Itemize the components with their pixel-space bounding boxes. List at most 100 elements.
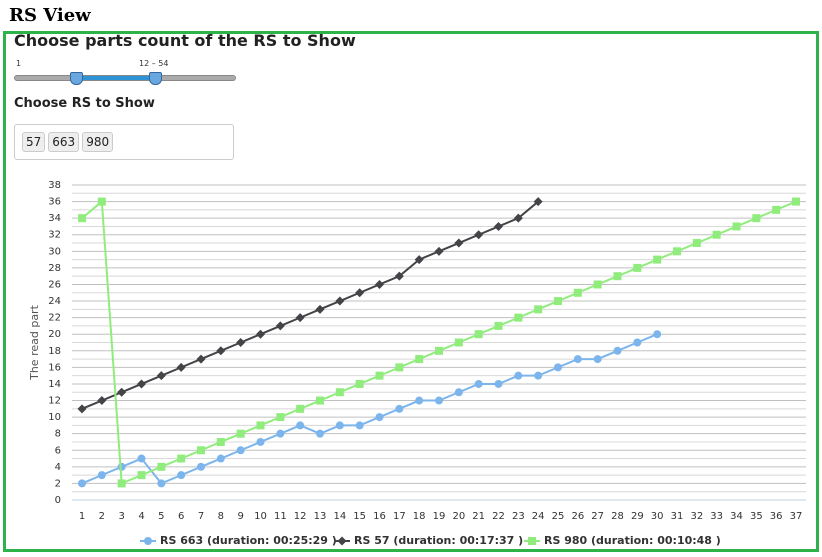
y-tick-label: 32: [48, 230, 61, 241]
y-tick-label: 26: [48, 279, 61, 290]
point: [633, 263, 642, 272]
y-tick-label: 0: [55, 495, 61, 506]
point: [197, 446, 205, 455]
point: [534, 371, 543, 380]
x-tick-label: 33: [710, 511, 723, 522]
point: [593, 280, 602, 289]
point: [454, 238, 464, 248]
x-tick-label: 8: [218, 511, 224, 522]
panel: [3, 31, 819, 552]
point: [653, 330, 662, 339]
point: [97, 471, 106, 480]
point: [494, 221, 503, 231]
y-tick-label: 6: [55, 445, 61, 456]
point: [316, 396, 324, 405]
point: [394, 271, 404, 281]
slider-range-label: 12 – 54: [139, 59, 169, 68]
point: [494, 321, 503, 330]
x-tick-label: 5: [158, 511, 164, 522]
range-slider[interactable]: [14, 72, 236, 85]
x-tick-label: 1: [79, 511, 85, 522]
x-tick-label: 32: [690, 511, 703, 522]
tag[interactable]: 663: [48, 132, 80, 152]
point: [435, 396, 443, 405]
point: [573, 355, 582, 364]
x-tick-label: 29: [631, 511, 644, 522]
point: [514, 313, 523, 322]
point: [236, 338, 246, 347]
x-tick-label: 16: [373, 511, 386, 522]
x-tick-label: 14: [333, 511, 346, 522]
point: [355, 421, 364, 430]
y-tick-label: 28: [48, 263, 61, 274]
point: [513, 213, 523, 223]
x-tick-label: 31: [671, 511, 684, 522]
y-tick-label: 20: [48, 329, 61, 340]
point: [78, 214, 86, 223]
point: [692, 239, 701, 248]
point: [375, 371, 384, 380]
x-tick-label: 27: [591, 511, 604, 522]
point: [236, 446, 245, 455]
point: [554, 297, 562, 306]
x-tick-label: 13: [314, 511, 327, 522]
point: [474, 330, 483, 339]
point: [395, 363, 404, 372]
point: [514, 371, 523, 380]
legend-label: RS 980 (duration: 00:10:48 ): [544, 534, 721, 547]
slider-handle[interactable]: [149, 72, 162, 85]
point: [177, 454, 186, 463]
y-axis-label: The read part: [28, 304, 41, 380]
y-tick-label: 38: [48, 180, 61, 191]
point: [78, 479, 86, 488]
y-tick-label: 2: [55, 478, 61, 489]
point: [712, 230, 721, 239]
point: [276, 429, 285, 438]
point: [296, 421, 305, 430]
point: [216, 346, 226, 356]
point: [97, 396, 107, 406]
point: [355, 288, 365, 298]
point: [335, 421, 344, 430]
x-tick-label: 2: [99, 511, 105, 522]
series-line: [81, 200, 539, 410]
tag[interactable]: 980: [82, 132, 114, 152]
x-tick-label: 15: [353, 511, 366, 522]
point: [653, 255, 662, 264]
point: [97, 197, 106, 206]
slider-handle[interactable]: [70, 72, 83, 85]
point: [792, 197, 800, 206]
x-tick-label: 30: [651, 511, 664, 522]
point: [137, 454, 146, 463]
point: [216, 454, 225, 463]
tag[interactable]: 57: [22, 132, 46, 152]
section-heading: Choose RS to Show: [14, 96, 155, 111]
x-tick-label: 37: [790, 511, 803, 522]
point: [435, 346, 443, 355]
point: [256, 437, 265, 446]
point: [772, 205, 781, 214]
point: [673, 247, 681, 256]
point: [216, 437, 225, 446]
point: [276, 413, 285, 422]
legend-symbol: [144, 537, 152, 545]
point: [157, 462, 166, 471]
x-tick-label: 24: [532, 511, 545, 522]
section-heading: Choose parts count of the RS to Show: [14, 31, 356, 50]
x-tick-label: 10: [254, 511, 267, 522]
point: [375, 279, 384, 289]
point: [593, 355, 602, 364]
point: [295, 313, 305, 323]
point: [395, 404, 404, 413]
point: [176, 362, 186, 372]
y-tick-label: 36: [48, 197, 61, 208]
point: [156, 371, 166, 381]
x-tick-label: 19: [433, 511, 446, 522]
point: [117, 479, 126, 488]
tag-input[interactable]: 57 663 980: [14, 124, 234, 160]
x-tick-label: 11: [274, 511, 287, 522]
x-tick-label: 4: [138, 511, 144, 522]
x-tick-label: 25: [552, 511, 565, 522]
